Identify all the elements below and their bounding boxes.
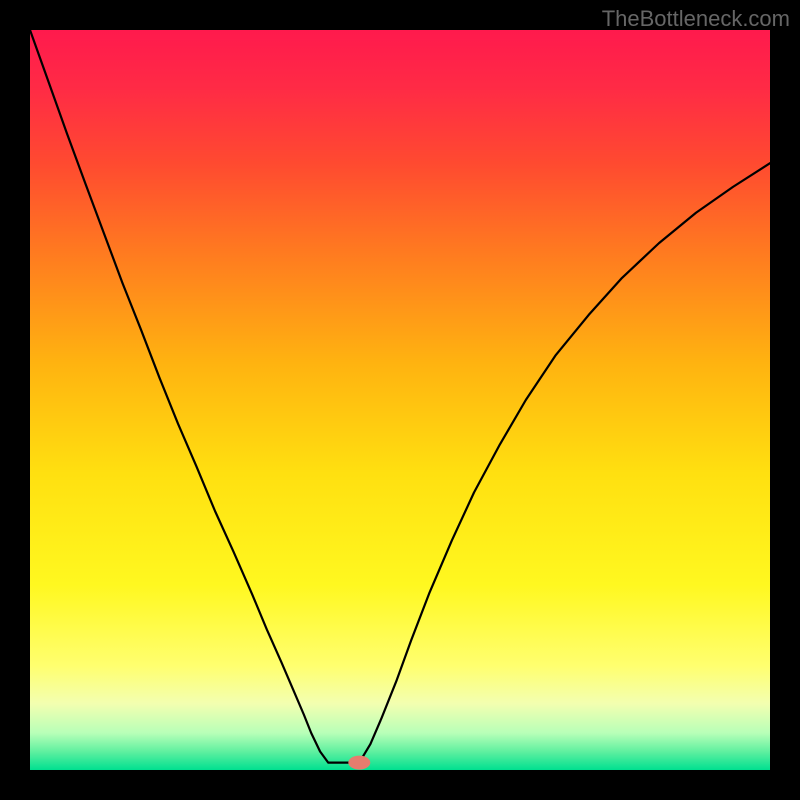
minimum-marker — [348, 756, 370, 770]
watermark-text: TheBottleneck.com — [602, 6, 790, 32]
chart-container: TheBottleneck.com — [0, 0, 800, 800]
bottleneck-curve — [30, 30, 770, 770]
plot-area — [30, 30, 770, 770]
